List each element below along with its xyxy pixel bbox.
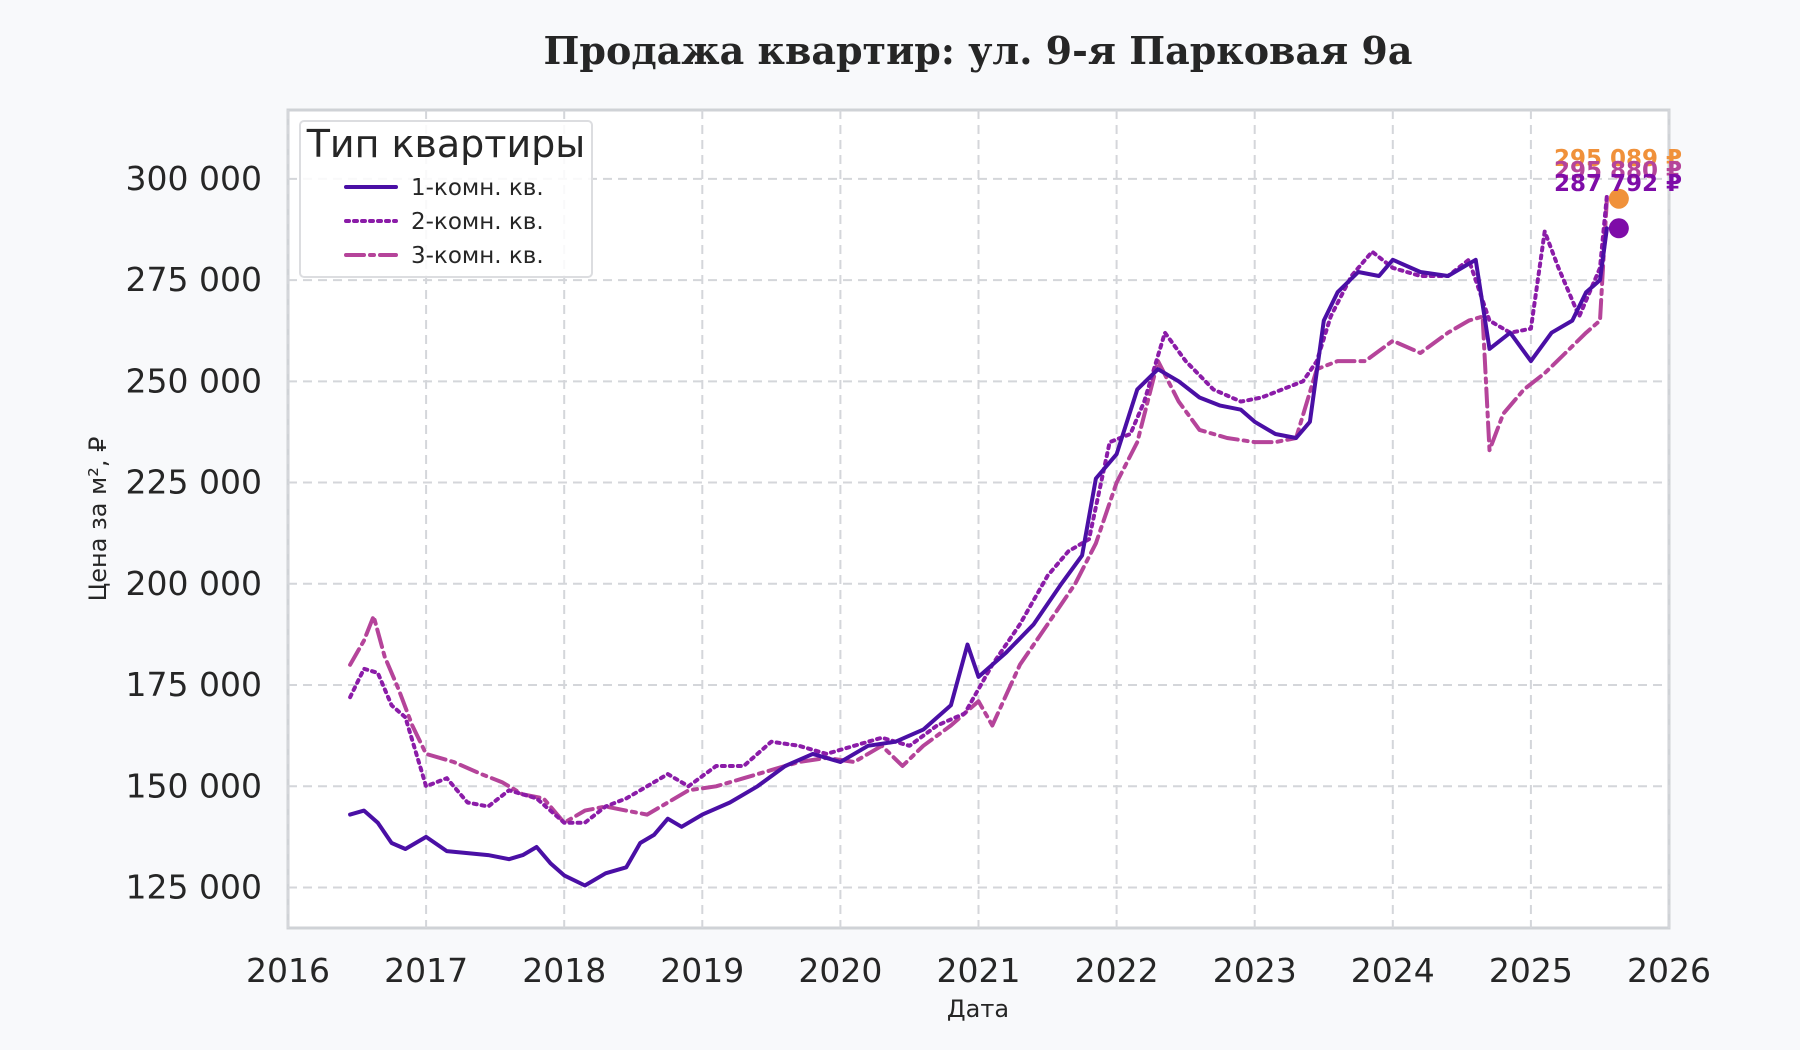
end-marker [1608,218,1629,239]
series-line-1 [348,226,1609,888]
end-value-label: 287 792 ₽ [1554,171,1682,197]
series-line-3 [348,196,1609,825]
y-axis: 125 000 150 000 175 000 200 000 225 000 250 0… [126,159,262,907]
y-tick-label: 125 000 [126,868,262,907]
x-tick-label: 2020 [798,951,882,990]
chart-title: Продажа квартир: ул. 9-я Парковая 9а [544,28,1413,73]
x-tick-label: 2018 [522,951,606,990]
x-tick-label: 2024 [1351,951,1435,990]
y-tick-label: 150 000 [126,766,262,805]
end-marker [1608,188,1629,209]
legend: Тип квартиры 1-комн. кв. 2-комн. кв. 3-ком… [299,120,593,278]
legend-title: Тип квартиры [306,122,586,166]
grid [287,110,1670,928]
x-tick-label: 2021 [937,951,1021,990]
series-line-2 [348,193,1609,825]
legend-label: 2-комн. кв. [411,209,544,235]
x-tick-label: 2023 [1213,951,1297,990]
x-tick-label: 2022 [1075,951,1159,990]
legend-label: 3-комн. кв. [411,243,544,269]
x-tick-label: 2017 [384,951,468,990]
y-tick-label: 250 000 [126,361,262,400]
x-tick-label: 2026 [1627,951,1711,990]
end-markers: 295 089 ₽295 880 ₽287 792 ₽ [1554,146,1682,239]
x-tick-label: 2025 [1489,951,1573,990]
x-axis: 2016 2017 2018 2019 2020 2021 2022 2023 2024 2025… [246,951,1711,990]
legend-label: 1-комн. кв. [411,175,544,201]
y-axis-label: Цена за м², ₽ [84,437,112,602]
y-tick-label: 300 000 [126,159,262,198]
x-tick-label: 2016 [246,951,330,990]
y-tick-label: 275 000 [126,260,262,299]
end-value-label: 295 089 ₽ [1554,146,1682,172]
end-value-label: 295 880 ₽ [1554,158,1682,184]
x-tick-label: 2019 [660,951,744,990]
series-lines [348,193,1609,888]
x-axis-label: Дата [947,995,1009,1023]
y-tick-label: 200 000 [126,564,262,603]
y-tick-label: 225 000 [126,463,262,502]
legend-box [299,120,593,278]
y-tick-label: 175 000 [126,665,262,704]
